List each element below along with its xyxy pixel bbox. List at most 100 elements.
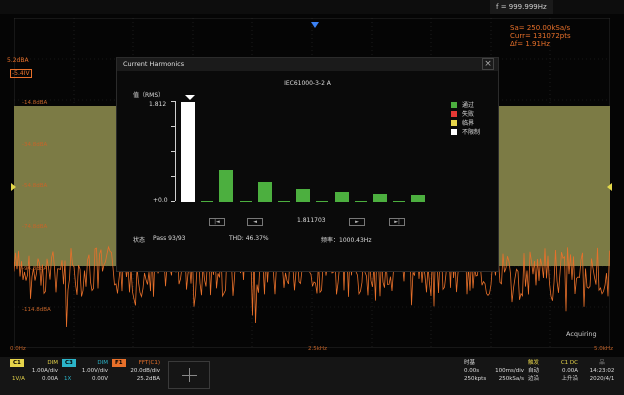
y-tick (171, 126, 175, 127)
channel-c3-panel[interactable]: C3 DIM 1.00V/div 1X 0.00V (62, 359, 110, 393)
timebase-panel[interactable]: 时基 0.00s 100ms/div 250kpts 250kSa/s (464, 359, 524, 383)
first-harmonic-button[interactable]: |◄ (209, 218, 225, 226)
c3-mode: DIM (97, 360, 108, 366)
thd-readout: THD: 46.37% (229, 235, 269, 242)
frequency-readout: 频率：1000.43Hz (321, 237, 372, 244)
add-channel-button[interactable] (168, 361, 210, 389)
y-label: -54.8dBA (22, 183, 48, 189)
close-icon[interactable]: × (482, 58, 494, 70)
fft-spectrum-trace (14, 245, 610, 328)
trigger-mode: 自动 (528, 368, 540, 374)
fft-measurements: Sa= 250.00kSa/s Curr= 131072pts Δf= 1.91… (510, 24, 571, 48)
ref-level-label: 5.2dBA (7, 57, 29, 64)
x-start-label: 0.0Hz (10, 346, 26, 352)
dialog-title: Current Harmonics (123, 60, 185, 68)
next-harmonic-button[interactable]: ► (349, 218, 365, 226)
y-axis (175, 101, 176, 201)
last-harmonic-button[interactable]: ►| (389, 218, 405, 226)
sample-rate-readout: Sa= 250.00kSa/s (510, 24, 571, 32)
harmonics-bar-chart (179, 101, 449, 202)
timebase-delay: 0.00s (464, 368, 480, 374)
clock-panel: 品 14:23:02 2020/4/1 (584, 359, 620, 383)
c1-level-marker-right[interactable] (607, 183, 612, 191)
x-end-label: 5.0kHz (594, 346, 613, 352)
harmonic-cursor-icon[interactable] (185, 95, 195, 100)
y-tick (171, 151, 175, 152)
f1-scale: 20.0dB/div (130, 368, 160, 374)
dialog-title-bar[interactable]: Current Harmonics × (117, 58, 498, 71)
trigger-source: C1 DC (560, 360, 578, 366)
timebase-scale: 100ms/div (495, 368, 524, 374)
harmonic-bar (181, 102, 195, 202)
harmonic-bar (316, 201, 329, 202)
harmonic-bar (393, 201, 406, 202)
legend-item-pass: 通过 (451, 100, 480, 109)
legend: 通过 失败 临界 不限制 (451, 100, 480, 136)
trigger-slope: 上升沿 (561, 376, 578, 382)
f1-tag: F1 (112, 359, 126, 367)
c1-tag: C1 (10, 359, 24, 367)
y-label: -34.8dBA (22, 142, 48, 148)
harmonic-bar (257, 182, 272, 202)
timebase-rate: 250kSa/s (498, 376, 524, 382)
harmonic-bar (334, 191, 349, 202)
y-tick (171, 101, 175, 102)
c1-mode: DIM (47, 360, 58, 366)
harmonic-bar (411, 194, 426, 202)
y-label: -94.8dBA (22, 266, 48, 272)
y-unit-label: 值（RMS） (133, 92, 165, 99)
prev-harmonic-button[interactable]: ◄ (247, 218, 263, 226)
scope-display: f = 999.999Hz Sa= 250.00kSa/s Curr= 1310… (0, 0, 624, 352)
harmonic-bar (373, 193, 387, 202)
current-harmonics-dialog: Current Harmonics × IEC61000-3-2 A 值（RMS… (116, 57, 499, 272)
harmonic-bar (201, 201, 214, 202)
harmonic-bar (239, 201, 252, 202)
standard-label: IEC61000-3-2 A (284, 80, 331, 87)
status-value: Pass 93/93 (153, 235, 186, 242)
c3-scale: 1.00V/div (81, 368, 108, 374)
math-f1-panel[interactable]: F1 FFT(C1) 20.0dB/div 25.2dBA (112, 359, 162, 393)
y-tick (171, 176, 175, 177)
harmonic-bar (354, 201, 367, 202)
channel-c1-panel[interactable]: C1 DIM 1.00A/div 1V/A 0.00A (10, 359, 60, 393)
network-icon: 品 (599, 360, 605, 366)
y-label: -114.8dBA (22, 307, 51, 313)
offset-label: -5.4IV (10, 69, 32, 78)
legend-item-marginal: 临界 (451, 118, 480, 127)
y-label: -14.8dBA (22, 100, 48, 106)
timebase-title: 时基 (464, 360, 476, 366)
clock-date: 2020/4/1 (589, 376, 615, 382)
delta-f-readout: Δf= 1.91Hz (510, 40, 550, 48)
y-max-label: 1.812 (149, 101, 167, 108)
top-strip: f = 999.999Hz (0, 0, 624, 14)
current-value-readout: 1.811703 (297, 217, 326, 224)
c1-scale: 1.00A/div (31, 368, 58, 374)
clock-time: 14:23:02 (589, 368, 615, 374)
c1-level-marker-left[interactable] (11, 183, 16, 191)
c3-offset: 0.00V (91, 376, 108, 382)
c1-offset: 0.00A (41, 376, 58, 382)
y-tick (171, 201, 175, 202)
trigger-position-marker[interactable] (311, 22, 319, 28)
y-label: -74.8dBA (22, 224, 48, 230)
c3-tag: C3 (62, 359, 76, 367)
trigger-level: 0.00A (561, 368, 578, 374)
points-readout: Curr= 131072pts (510, 32, 571, 40)
legend-item-unlimited: 不限制 (451, 127, 480, 136)
f1-mode: FFT(C1) (138, 360, 160, 366)
timebase-points: 250kpts (464, 376, 487, 382)
harmonic-bar (219, 170, 234, 202)
f1-offset: 25.2dBA (136, 376, 160, 382)
c3-coupling: 1X (64, 376, 72, 382)
x-center-label: 2.5kHz (308, 346, 327, 352)
trigger-panel[interactable]: 触发 C1 DC 自动 0.00A 边沿 上升沿 (528, 359, 578, 383)
legend-item-fail: 失败 (451, 109, 480, 118)
acquisition-status: Acquiring (566, 330, 597, 338)
harmonic-bar (296, 188, 311, 202)
bottom-status-bar: C1 DIM 1.00A/div 1V/A 0.00A C3 DIM 1.00V/di… (0, 357, 624, 395)
frequency-readout: f = 999.999Hz (490, 0, 553, 14)
c1-coupling: 1V/A (12, 376, 25, 382)
harmonic-bar (278, 201, 290, 202)
status-label: 状态 (133, 237, 146, 244)
y-min-label: +0.0 (153, 197, 168, 204)
